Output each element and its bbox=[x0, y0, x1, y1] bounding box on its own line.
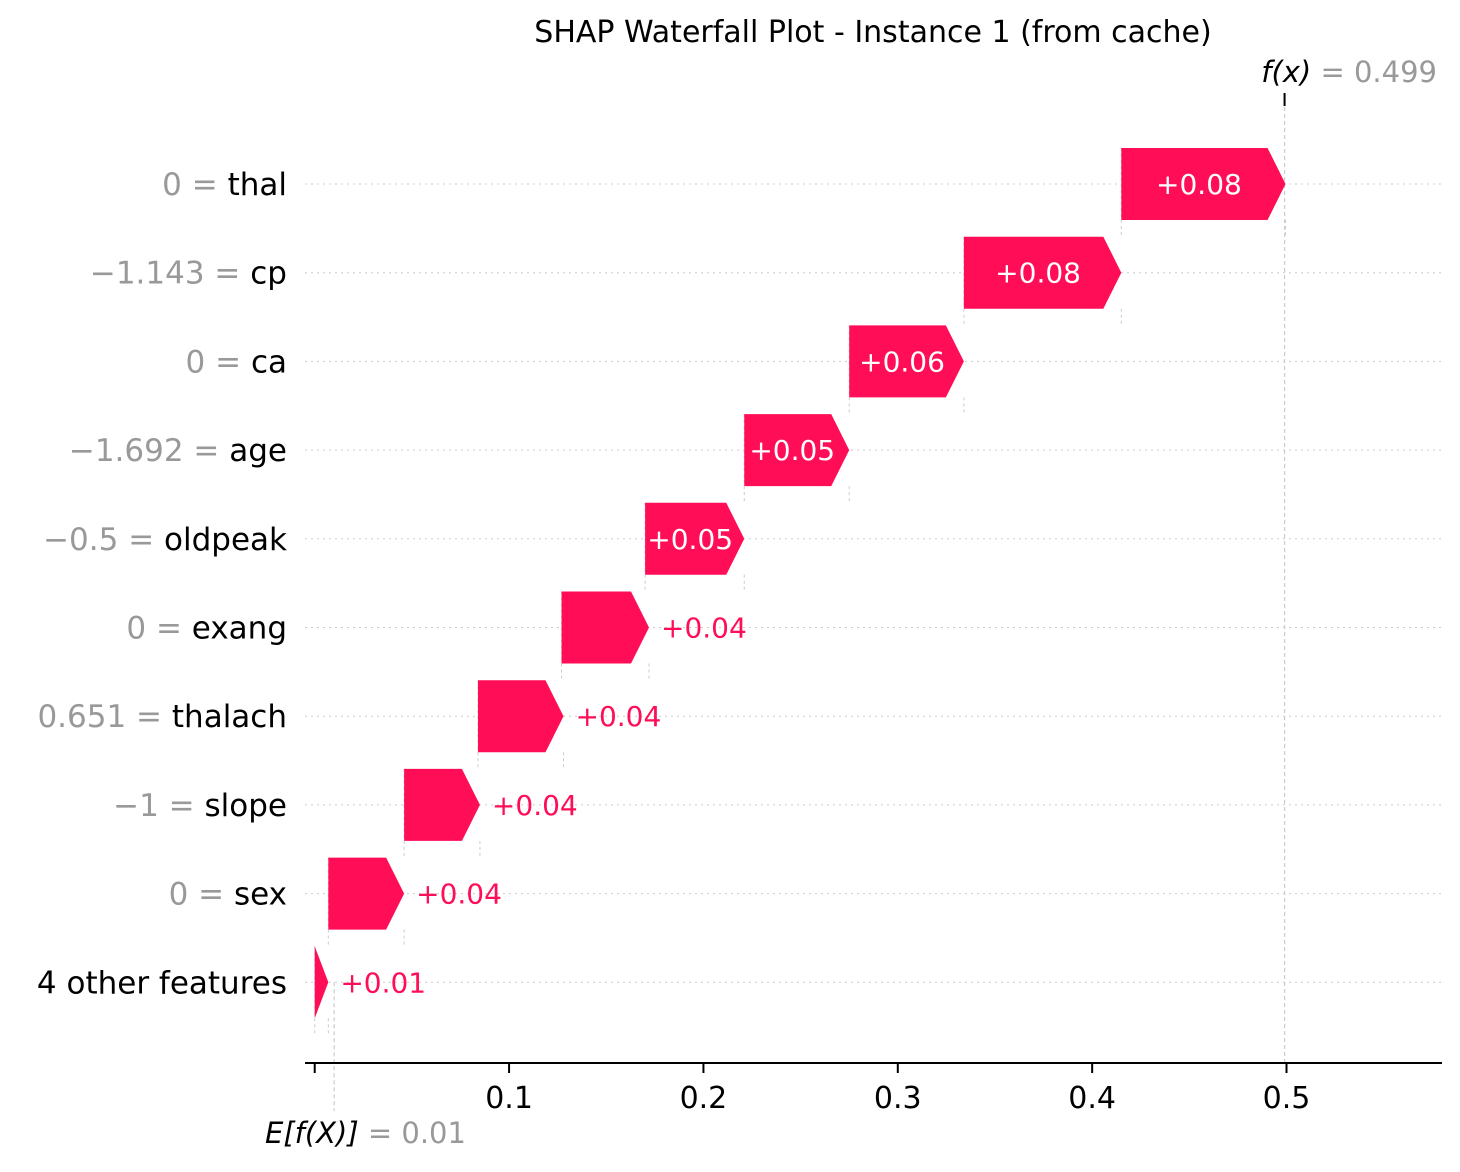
feature-value: −1.143 = bbox=[90, 256, 250, 292]
shap-value-label: +0.05 bbox=[647, 523, 733, 556]
chart-title: SHAP Waterfall Plot - Instance 1 (from c… bbox=[534, 15, 1211, 50]
shap-value-label: +0.05 bbox=[749, 434, 835, 467]
x-tick-label: 0.1 bbox=[485, 1081, 533, 1116]
shap-value-label: +0.04 bbox=[492, 789, 578, 822]
feature-value: 0 = bbox=[169, 877, 234, 913]
feature-value: −1 = bbox=[113, 788, 204, 824]
feature-label: 0 = ca bbox=[186, 344, 287, 380]
label-layer: +0.08 0 = thal +0.08 −1.143 = cp +0.06 0 = ca… bbox=[37, 55, 1437, 1150]
base-value-prefix: E[f(X)] bbox=[265, 1116, 368, 1150]
feature-label: 4 other features bbox=[37, 965, 287, 1001]
feature-name: oldpeak bbox=[164, 522, 287, 558]
feature-label: 0 = thal bbox=[162, 167, 287, 203]
x-tick-label: 0.4 bbox=[1068, 1081, 1116, 1116]
bar-layer bbox=[314, 148, 1286, 1019]
shap-value-label: +0.08 bbox=[1156, 168, 1242, 201]
shap-bar-slope bbox=[404, 768, 480, 841]
feature-label: −1.143 = cp bbox=[90, 256, 287, 292]
base-value-text: = 0.01 bbox=[368, 1116, 466, 1150]
shap-bar-exang bbox=[561, 591, 650, 664]
grid-layer bbox=[305, 93, 1442, 1111]
shap-value-label: +0.04 bbox=[661, 612, 747, 645]
feature-label: −0.5 = oldpeak bbox=[43, 522, 287, 558]
shap-bar-ca bbox=[849, 325, 964, 398]
shap-bar-4-other-features bbox=[314, 946, 329, 1019]
feature-name: sex bbox=[234, 877, 287, 913]
shap-bar-thal bbox=[1121, 148, 1286, 220]
base-value-annotation: E[f(X)] = 0.01 bbox=[265, 1116, 466, 1150]
feature-name: ca bbox=[251, 344, 287, 380]
shap-value-label: +0.04 bbox=[416, 878, 502, 911]
feature-label: 0 = sex bbox=[169, 877, 287, 913]
feature-value: −0.5 = bbox=[43, 522, 164, 558]
shap-bar-thalach bbox=[477, 680, 564, 753]
shap-value-label: +0.04 bbox=[575, 700, 661, 733]
shap-bar-sex bbox=[328, 857, 405, 930]
shap-bar-age bbox=[744, 414, 850, 487]
feature-value: −1.692 = bbox=[69, 433, 229, 469]
output-value-text: = 0.499 bbox=[1320, 55, 1437, 89]
feature-name: cp bbox=[250, 256, 287, 292]
shap-bar-cp bbox=[963, 236, 1122, 309]
feature-label: 0.651 = thalach bbox=[37, 699, 287, 735]
feature-value: 0 = bbox=[162, 167, 227, 203]
feature-name: thal bbox=[228, 167, 287, 203]
x-axis: 0.1 0.2 0.3 0.4 0.5 bbox=[305, 1062, 1442, 1116]
feature-name: age bbox=[229, 433, 287, 469]
feature-value: 0.651 = bbox=[37, 699, 171, 735]
feature-label: 0 = exang bbox=[126, 611, 287, 647]
shap-bar-oldpeak bbox=[645, 502, 745, 575]
feature-name: slope bbox=[205, 788, 287, 824]
feature-label: −1.692 = age bbox=[69, 433, 287, 469]
output-value-annotation: f(x) = 0.499 bbox=[1261, 55, 1437, 89]
x-tick-label: 0.3 bbox=[874, 1081, 922, 1116]
output-value-prefix: f(x) bbox=[1261, 55, 1320, 89]
shap-value-label: +0.08 bbox=[995, 257, 1081, 290]
feature-name: exang bbox=[192, 611, 287, 647]
feature-name: 4 other features bbox=[37, 965, 287, 1001]
x-tick-label: 0.5 bbox=[1263, 1081, 1311, 1116]
feature-name: thalach bbox=[172, 699, 287, 735]
feature-label: −1 = slope bbox=[113, 788, 287, 824]
x-tick-label: 0.2 bbox=[680, 1081, 728, 1116]
shap-value-label: +0.06 bbox=[859, 345, 945, 378]
feature-value: 0 = bbox=[186, 344, 251, 380]
shap-value-label: +0.01 bbox=[340, 966, 426, 999]
feature-value: 0 = bbox=[126, 611, 191, 647]
